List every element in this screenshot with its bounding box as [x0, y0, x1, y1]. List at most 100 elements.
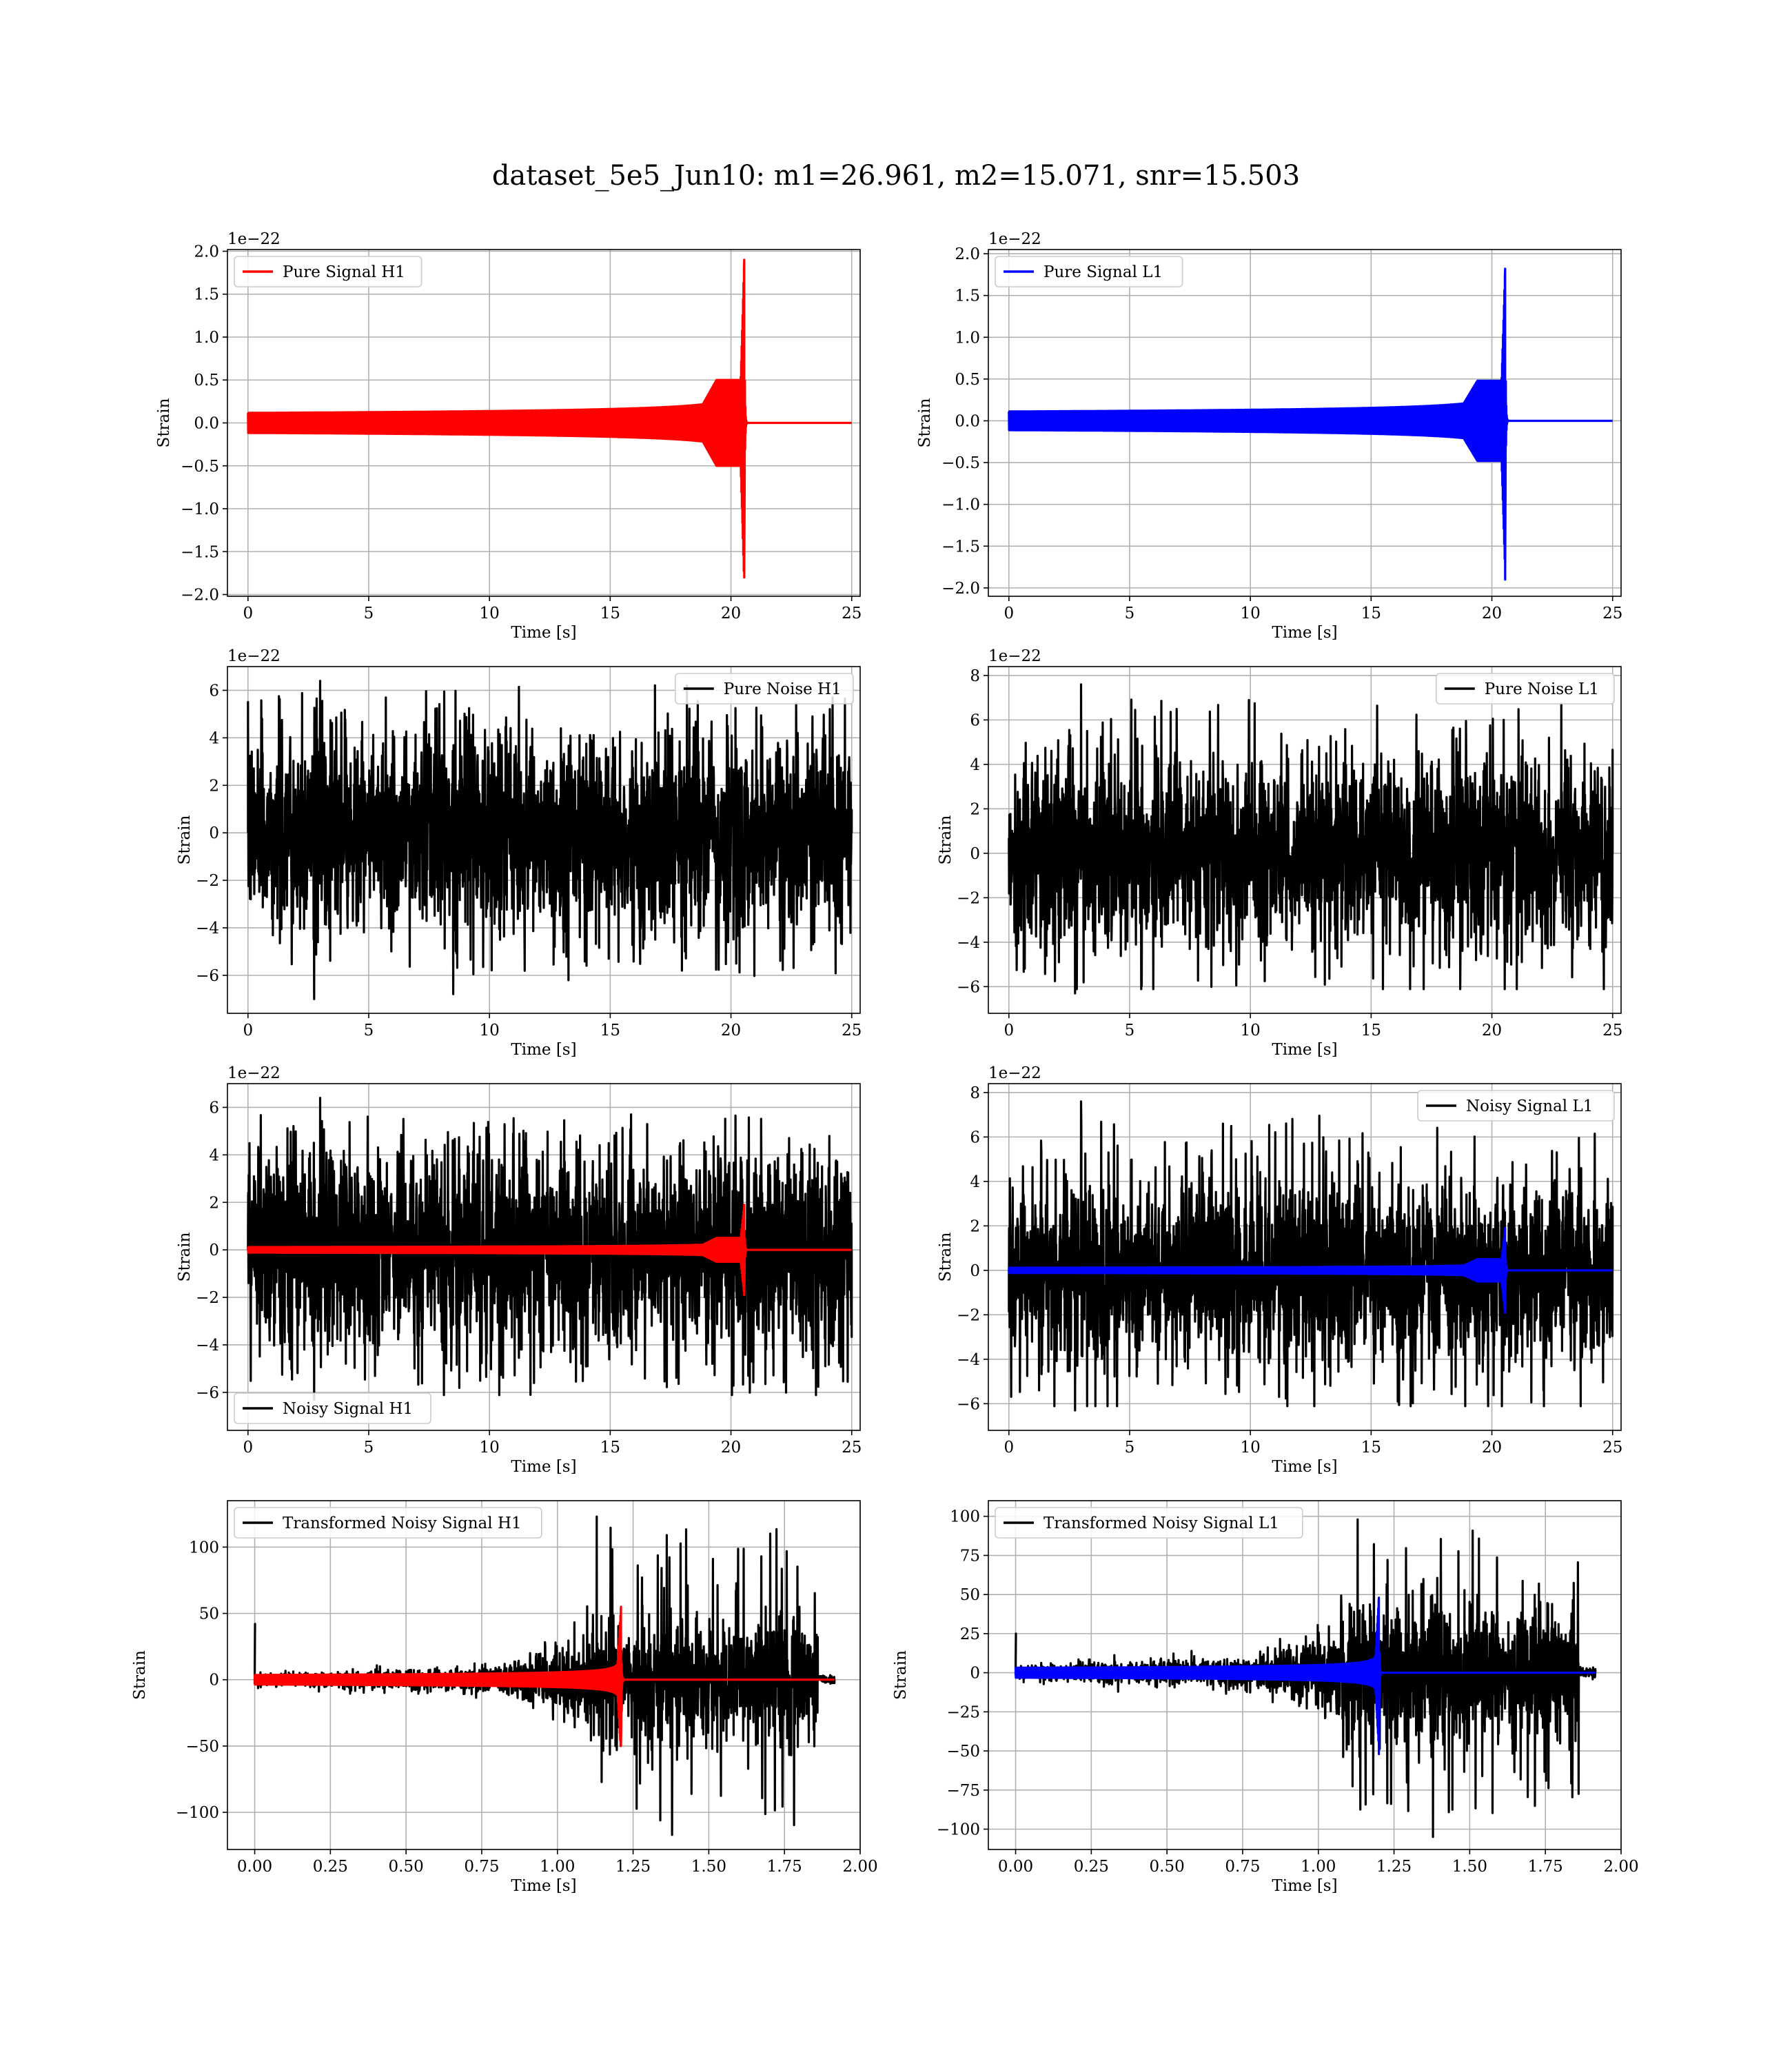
x-tick-label: 10 [1241, 1439, 1261, 1457]
subplot-1: 0 5 10 15 20 25 −2.0 −1.5 −1.0 −0.5 0.0 0.5 1.0 1.5 2.… [155, 230, 862, 642]
axes-frame [988, 1083, 1622, 1431]
y-tick-label: −0.5 [941, 454, 980, 472]
subplot-5: 0 5 10 15 20 25 −6 −4 −2 0 2 4 6 Time [s] Strain 1e−22 N… [176, 1064, 862, 1476]
y-tick-label: −1.0 [941, 496, 980, 514]
y-tick-label: −50 [185, 1738, 219, 1756]
x-tick-label: 25 [1602, 1439, 1622, 1457]
y-tick-label: 6 [209, 1099, 219, 1117]
y-tick-label: 0.5 [955, 371, 980, 389]
plot-area [247, 680, 853, 1000]
y-tick-label: −4 [196, 920, 219, 937]
x-axis-label: Time [s] [1272, 1041, 1337, 1059]
subplot-8: 0.00 0.25 0.50 0.75 1.00 1.25 1.50 1.75 2.00 −100… [892, 1500, 1639, 1895]
y-tick-label: −1.5 [941, 538, 980, 556]
y-tick-label: −2 [196, 1289, 219, 1307]
legend-label: Transformed Noisy Signal H1 [283, 1514, 522, 1532]
subplot-7: 0.00 0.25 0.50 0.75 1.00 1.25 1.50 1.75 2.00 −100… [131, 1500, 878, 1895]
x-tick-label: 1.75 [1528, 1858, 1563, 1876]
x-tick-label: 0.75 [1225, 1858, 1260, 1876]
y-tick-label: 6 [970, 711, 980, 729]
legend-box [234, 256, 422, 287]
plot-area [1008, 683, 1614, 995]
y-offset-text: 1e−22 [988, 1064, 1041, 1082]
y-tick-label: 0 [970, 845, 980, 863]
plot-area [1008, 1100, 1614, 1412]
x-tick-label: 20 [721, 1439, 741, 1457]
legend: Pure Signal H1 [234, 256, 422, 287]
y-tick-label: 0.5 [194, 372, 219, 389]
x-tick-label: 15 [600, 605, 620, 622]
y-offset-text: 1e−22 [988, 230, 1041, 248]
y-offset-text: 1e−22 [988, 647, 1041, 665]
series-line-transformed-noisy-signal-l1 [1014, 1518, 1597, 1838]
x-tick-label: 10 [480, 1439, 500, 1457]
legend: Pure Signal L1 [995, 256, 1183, 287]
x-tick-label: 15 [1361, 1022, 1381, 1040]
y-tick-label: −1.5 [181, 543, 219, 561]
y-offset-text: 1e−22 [227, 647, 281, 665]
y-axis-label: Strain [892, 1650, 910, 1700]
y-tick-label: −0.5 [181, 458, 219, 476]
subplots: 0 5 10 15 20 25−2.0−1.5−1.0−0.50.00.51.01.52.… [131, 230, 1639, 1895]
x-tick-label: 0.75 [464, 1858, 499, 1876]
x-tick-label: 0.00 [998, 1858, 1033, 1876]
x-tick-label: 10 [1241, 1022, 1261, 1040]
x-tick-label: 20 [721, 1022, 741, 1040]
series-line-pure-noise-l1 [1008, 683, 1614, 995]
y-tick-label: 50 [199, 1605, 219, 1623]
subplot-6: 0 5 10 15 20 25 −6 −4 −2 0 2 4 6 8 Time [s] Strain 1e−22… [937, 1064, 1622, 1476]
y-axis-label: Strain [155, 398, 173, 447]
x-tick-label: 0.25 [1074, 1858, 1109, 1876]
x-tick-label: 0 [243, 1022, 253, 1040]
legend-box [1436, 673, 1615, 704]
legend-label: Pure Noise H1 [724, 680, 842, 698]
legend-label: Noisy Signal H1 [283, 1400, 413, 1418]
y-tick-label: −2 [196, 872, 219, 890]
subplot-2: 0 5 10 15 20 25 −2.0 −1.5 −1.0 −0.5 0.0 0.5 1.0 1.5 2.… [916, 230, 1622, 642]
y-tick-label: −100 [176, 1804, 219, 1822]
y-tick-label: 2 [209, 1194, 219, 1212]
y-tick-label: 0 [970, 1262, 980, 1280]
y-tick-label: −25 [946, 1703, 980, 1721]
y-axis-label: Strain [937, 815, 955, 864]
axes-frame [988, 249, 1622, 597]
x-tick-label: 1.00 [1301, 1858, 1336, 1876]
y-tick-label: −4 [957, 934, 980, 952]
legend: Transformed Noisy Signal L1 [995, 1507, 1303, 1539]
x-axis-label: Time [s] [511, 1458, 576, 1476]
x-tick-label: 25 [1602, 1022, 1622, 1040]
y-tick-label: 4 [209, 1146, 219, 1164]
x-tick-label: 1.50 [1452, 1858, 1487, 1876]
legend-box [234, 1392, 431, 1424]
x-tick-label: 1.25 [615, 1858, 651, 1876]
x-tick-label: 5 [364, 1439, 374, 1457]
legend: Pure Noise H1 [674, 673, 854, 704]
y-offset-text: 1e−22 [227, 230, 281, 248]
x-tick-label: 15 [600, 1439, 620, 1457]
y-tick-label: 4 [209, 729, 219, 747]
y-tick-label: 6 [209, 682, 219, 700]
y-tick-label: −6 [196, 1384, 219, 1402]
x-tick-label: 2.00 [1603, 1858, 1638, 1876]
y-tick-label: 2 [970, 800, 980, 818]
x-tick-label: 10 [480, 605, 500, 622]
series-line-overlay-1 [1014, 1596, 1596, 1756]
y-tick-label: −6 [957, 978, 980, 996]
y-tick-label: −75 [946, 1782, 980, 1800]
x-tick-label: 0 [1004, 1022, 1014, 1040]
y-tick-label: −6 [957, 1395, 980, 1413]
subplot-4: 0 5 10 15 20 25 −6 −4 −2 0 2 4 6 8 Time [s] Strain 1e−22… [937, 647, 1622, 1059]
legend: Transformed Noisy Signal H1 [234, 1507, 542, 1539]
y-offset-text: 1e−22 [227, 1064, 281, 1082]
y-tick-label: 2.0 [955, 245, 980, 263]
legend-box [1417, 1090, 1615, 1122]
x-axis-label: Time [s] [1272, 1877, 1337, 1895]
x-axis-label: Time [s] [511, 1877, 576, 1895]
x-tick-label: 2.00 [842, 1858, 877, 1876]
y-axis-label: Strain [176, 1232, 194, 1281]
y-tick-label: −2.0 [941, 580, 980, 598]
axes-frame [988, 666, 1622, 1014]
y-tick-label: 2 [209, 777, 219, 795]
y-tick-label: −100 [937, 1821, 980, 1839]
x-tick-label: 15 [1361, 605, 1381, 622]
